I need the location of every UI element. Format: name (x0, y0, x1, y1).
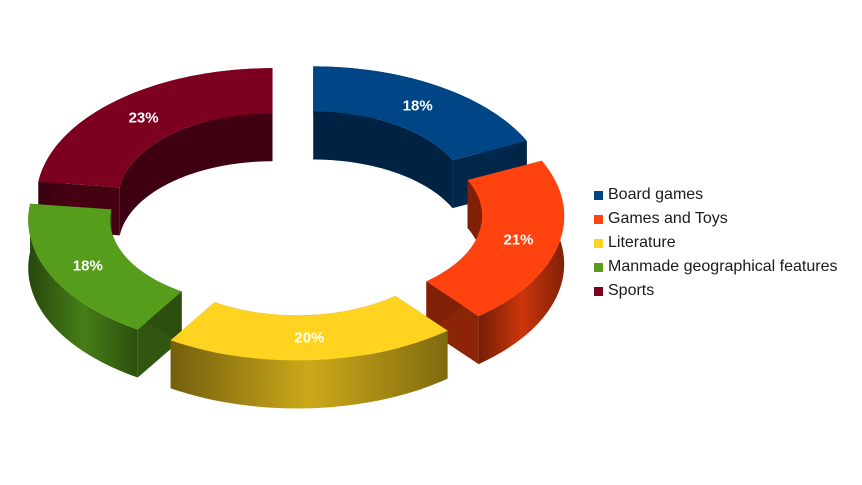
slice-top-face (170, 295, 448, 361)
legend-label: Literature (608, 234, 676, 251)
slice-top-face (28, 203, 182, 330)
slice-outer-wall (28, 203, 138, 378)
legend-label: Manmade geographical features (608, 258, 838, 275)
slice-manmade-geographical-features (28, 203, 182, 378)
slice-literature (170, 295, 448, 409)
data-label: 18% (403, 98, 433, 115)
legend-item: Board games (594, 183, 837, 207)
legend-item: Literature (594, 231, 837, 255)
data-label: 23% (129, 110, 159, 127)
legend-label: Board games (608, 186, 704, 203)
legend-swatch (594, 286, 603, 296)
slice-outer-wall (170, 330, 448, 409)
legend-item: Sports (594, 279, 837, 303)
slice-top-face (313, 66, 527, 161)
legend-item: Games and Toys (594, 207, 837, 231)
slice-inner-wall (313, 111, 453, 209)
data-label: 21% (503, 232, 533, 249)
slice-top-face (38, 68, 273, 188)
chart-legend: Board games Games and Toys Literature Manma… (594, 183, 837, 303)
slice-top-face (426, 160, 565, 317)
data-label: 18% (73, 258, 103, 275)
legend-swatch (594, 190, 603, 200)
legend-swatch (594, 238, 603, 248)
legend-item: Manmade geographical features (594, 255, 837, 279)
data-label: 20% (294, 330, 324, 347)
legend-swatch (594, 262, 603, 272)
legend-swatch (594, 214, 603, 224)
slice-outer-wall (478, 160, 565, 365)
slice-inner-wall (119, 113, 273, 236)
legend-label: Games and Toys (608, 210, 728, 227)
slice-games-and-toys (426, 160, 565, 365)
legend-label: Sports (608, 282, 655, 299)
